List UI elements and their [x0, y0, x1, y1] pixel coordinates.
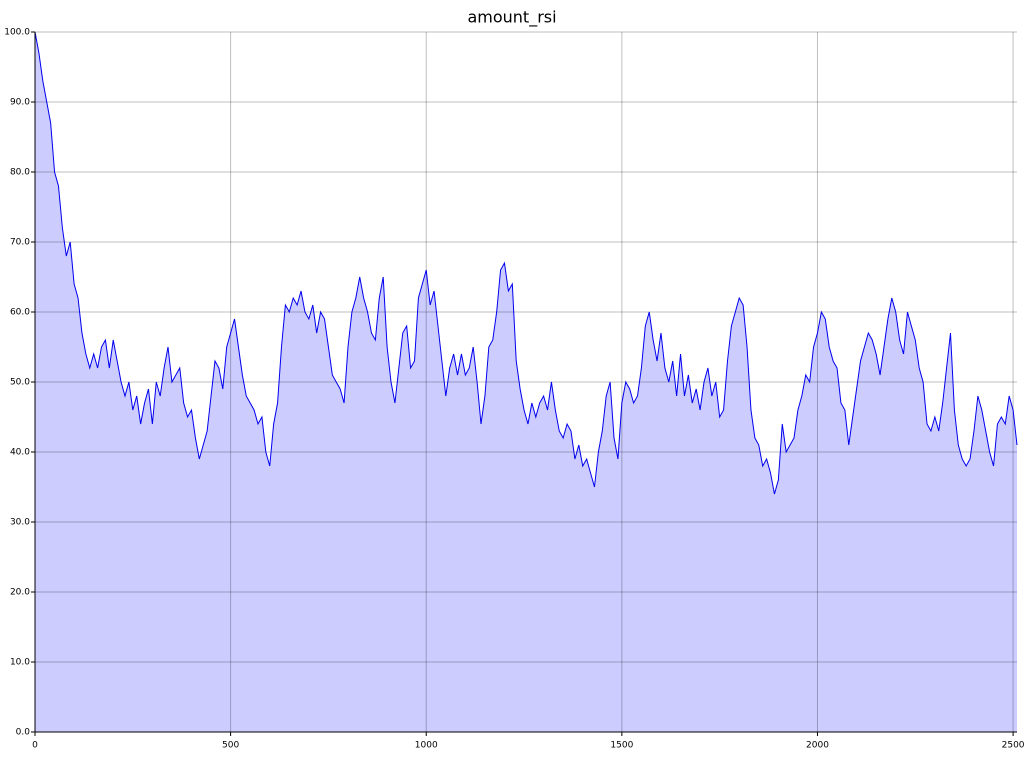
x-tick-label: 1000: [415, 741, 438, 751]
y-tick-label: 20.0: [10, 588, 30, 598]
area-fill: [35, 32, 1017, 732]
y-tick-label: 100.0: [4, 28, 30, 38]
y-tick-label: 90.0: [10, 98, 30, 108]
y-tick-label: 40.0: [10, 448, 30, 458]
y-tick-label: 0.0: [16, 728, 31, 738]
x-tick-label: 2000: [806, 741, 829, 751]
y-tick-label: 10.0: [10, 658, 30, 668]
line: [34, 31, 1018, 495]
x-tick-label: 1500: [610, 741, 633, 751]
y-tick-label: 60.0: [10, 308, 30, 318]
y-tick-label: 30.0: [10, 518, 30, 528]
x-tick-label: 0: [32, 741, 38, 751]
y-tick-label: 50.0: [10, 378, 30, 388]
y-tick-label: 80.0: [10, 168, 30, 178]
chart-title: amount_rsi: [467, 8, 556, 28]
x-tick-label: 2500: [1002, 741, 1024, 751]
x-tick-label: 500: [222, 741, 239, 751]
y-tick-label: 70.0: [10, 238, 30, 248]
